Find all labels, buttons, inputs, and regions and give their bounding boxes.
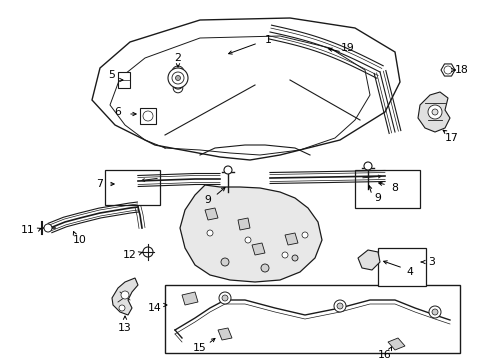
Circle shape bbox=[302, 232, 307, 238]
Circle shape bbox=[291, 255, 297, 261]
Bar bbox=[164, 285, 459, 353]
Circle shape bbox=[363, 162, 371, 170]
Circle shape bbox=[175, 76, 180, 81]
Polygon shape bbox=[112, 278, 138, 315]
Bar bbox=[105, 170, 160, 205]
Circle shape bbox=[142, 111, 153, 121]
Circle shape bbox=[336, 303, 342, 309]
Circle shape bbox=[427, 105, 441, 119]
Text: 8: 8 bbox=[391, 183, 398, 193]
Polygon shape bbox=[417, 92, 449, 132]
Circle shape bbox=[431, 309, 437, 315]
Text: 9: 9 bbox=[204, 195, 211, 205]
Circle shape bbox=[168, 68, 187, 88]
Text: 14: 14 bbox=[148, 303, 162, 313]
Polygon shape bbox=[251, 243, 264, 255]
Circle shape bbox=[221, 258, 228, 266]
Circle shape bbox=[261, 264, 268, 272]
Polygon shape bbox=[387, 338, 404, 350]
Text: 15: 15 bbox=[193, 343, 206, 353]
Text: 7: 7 bbox=[96, 179, 103, 189]
Text: 16: 16 bbox=[377, 350, 391, 360]
Polygon shape bbox=[180, 185, 321, 282]
Circle shape bbox=[119, 305, 125, 311]
Polygon shape bbox=[357, 250, 379, 270]
Circle shape bbox=[244, 237, 250, 243]
Text: 2: 2 bbox=[174, 53, 181, 63]
Text: 3: 3 bbox=[427, 257, 434, 267]
Circle shape bbox=[121, 291, 129, 299]
Circle shape bbox=[224, 166, 231, 174]
Text: 5: 5 bbox=[108, 70, 115, 80]
Text: 13: 13 bbox=[118, 323, 132, 333]
Polygon shape bbox=[238, 218, 249, 230]
Polygon shape bbox=[204, 208, 218, 220]
Circle shape bbox=[172, 72, 183, 84]
Polygon shape bbox=[92, 18, 399, 160]
Bar bbox=[354, 170, 419, 208]
Circle shape bbox=[44, 224, 52, 232]
Text: 1: 1 bbox=[264, 35, 271, 45]
Circle shape bbox=[443, 66, 451, 74]
Text: 9: 9 bbox=[374, 193, 381, 203]
Bar bbox=[118, 72, 130, 88]
Circle shape bbox=[222, 295, 227, 301]
Circle shape bbox=[333, 300, 346, 312]
Text: 18: 18 bbox=[454, 65, 468, 75]
Polygon shape bbox=[218, 328, 231, 340]
Circle shape bbox=[206, 230, 213, 236]
Text: 6: 6 bbox=[114, 107, 121, 117]
Text: 4: 4 bbox=[406, 267, 412, 277]
Text: 19: 19 bbox=[341, 43, 354, 53]
Circle shape bbox=[282, 252, 287, 258]
Bar bbox=[140, 108, 156, 124]
Text: 11: 11 bbox=[21, 225, 35, 235]
Circle shape bbox=[219, 292, 230, 304]
Bar bbox=[377, 248, 425, 286]
Circle shape bbox=[142, 247, 153, 257]
Circle shape bbox=[431, 109, 437, 115]
Text: 17: 17 bbox=[444, 133, 458, 143]
Circle shape bbox=[428, 306, 440, 318]
Text: 10: 10 bbox=[73, 235, 87, 245]
Polygon shape bbox=[440, 64, 454, 76]
Polygon shape bbox=[285, 233, 297, 245]
Text: 12: 12 bbox=[123, 250, 137, 260]
Polygon shape bbox=[182, 292, 198, 305]
